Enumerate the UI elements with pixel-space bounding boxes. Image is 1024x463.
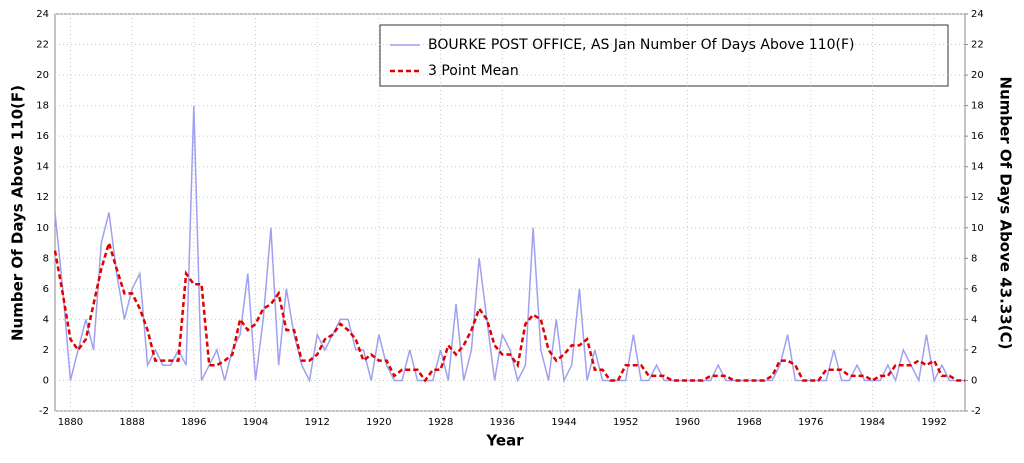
- x-tick-label: 1960: [675, 417, 700, 428]
- y-tick-label: 18: [36, 101, 49, 112]
- y-tick-label: 20: [36, 70, 49, 81]
- y2-tick-label: 16: [971, 131, 984, 142]
- x-tick-label: 1912: [304, 417, 329, 428]
- x-tick-label: 1928: [428, 417, 453, 428]
- y2-tick-label: 2: [971, 345, 977, 356]
- y2-tick-label: 4: [971, 314, 977, 325]
- x-tick-label: 1920: [366, 417, 391, 428]
- x-tick-label: 1896: [181, 417, 206, 428]
- y-tick-label: 6: [43, 284, 49, 295]
- y-tick-label: 8: [43, 253, 49, 264]
- y2-tick-label: 10: [971, 223, 984, 234]
- y-tick-label: 10: [36, 223, 49, 234]
- x-tick-label: 1968: [736, 417, 761, 428]
- legend: [379, 24, 949, 87]
- x-tick-label: 1904: [243, 417, 268, 428]
- legend-label: 3 Point Mean: [428, 63, 519, 79]
- x-axis-label: Year: [485, 432, 524, 450]
- y-tick-label: -2: [39, 406, 49, 417]
- y-tick-label: 2: [43, 345, 49, 356]
- legend-label: BOURKE POST OFFICE, AS Jan Number Of Day…: [428, 37, 854, 53]
- y2-tick-label: 24: [971, 9, 984, 20]
- y2-tick-label: -2: [971, 406, 981, 417]
- y-tick-label: 14: [36, 162, 49, 173]
- y2-axis-label: Number Of Days Above 43.33(C): [997, 77, 1015, 350]
- y-tick-label: 0: [43, 375, 49, 386]
- data-line: [53, 238, 965, 383]
- y2-tick-label: 22: [971, 40, 984, 51]
- y2-tick-label: 14: [971, 162, 984, 173]
- x-tick-label: 1880: [58, 417, 83, 428]
- x-tick-label: 1992: [921, 417, 946, 428]
- y2-tick-label: 8: [971, 253, 977, 264]
- y-tick-label: 12: [36, 192, 49, 203]
- y2-tick-label: 6: [971, 284, 977, 295]
- y2-tick-label: 0: [971, 375, 977, 386]
- x-tick-label: 1984: [860, 417, 885, 428]
- x-tick-label: 1888: [119, 417, 144, 428]
- x-tick-label: 1952: [613, 417, 638, 428]
- y-tick-label: 22: [36, 40, 49, 51]
- y2-tick-label: 12: [971, 192, 984, 203]
- y-tick-label: 16: [36, 131, 49, 142]
- y2-tick-label: 18: [971, 101, 984, 112]
- x-tick-label: 1976: [798, 417, 823, 428]
- x-tick-label: 1944: [551, 417, 576, 428]
- x-tick-label: 1936: [490, 417, 515, 428]
- y2-tick-label: 20: [971, 70, 984, 81]
- y-tick-label: 24: [36, 9, 49, 20]
- y-axis-label: Number Of Days Above 110(F): [9, 85, 27, 341]
- y-tick-label: 4: [43, 314, 49, 325]
